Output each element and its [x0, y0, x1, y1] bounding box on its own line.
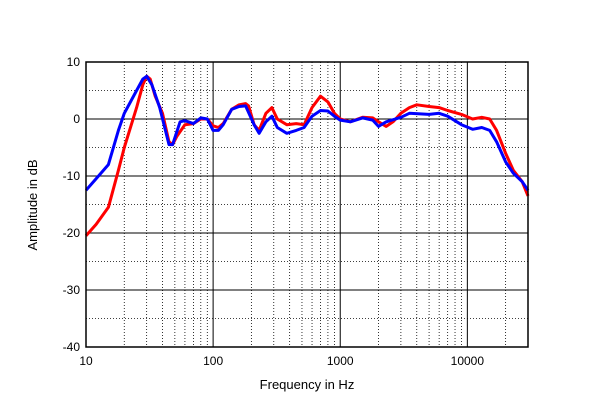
series-blue-line: [84, 74, 530, 192]
x-axis-label: Frequency in Hz: [260, 377, 355, 392]
plot-frame: [85, 61, 529, 348]
x-tick-label: 10: [79, 354, 93, 368]
x-tick-label: 1000: [327, 354, 354, 368]
y-tick-label: -30: [63, 283, 81, 297]
y-tick-label: -10: [63, 169, 81, 183]
series-red-line: [84, 74, 530, 237]
y-tick-label: -20: [63, 226, 81, 240]
y-tick-label: -40: [63, 340, 81, 354]
x-tick-label: 10000: [451, 354, 485, 368]
x-tick-label: 100: [203, 354, 223, 368]
y-tick-label: 10: [67, 55, 81, 69]
y-tick-label: 0: [73, 112, 80, 126]
y-axis-label: Amplitude in dB: [25, 159, 40, 250]
